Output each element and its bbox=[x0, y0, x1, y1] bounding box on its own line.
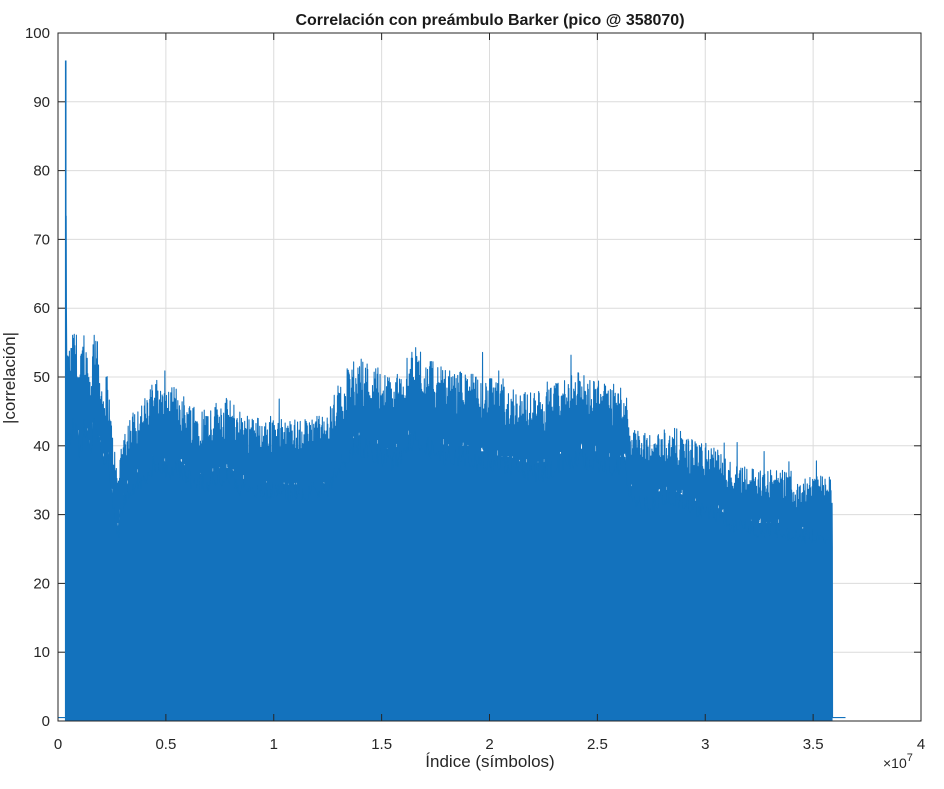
data-layer bbox=[58, 60, 846, 721]
x-tick-label: 0 bbox=[54, 736, 62, 753]
y-axis-label: |correlación| bbox=[0, 332, 19, 424]
series-fill bbox=[66, 305, 833, 721]
y-tick-label: 90 bbox=[33, 94, 50, 111]
x-axis-multiplier-base: ×10 bbox=[883, 755, 907, 771]
chart-title: Correlación con preámbulo Barker (pico @… bbox=[295, 12, 684, 29]
x-axis-multiplier: ×107 bbox=[883, 752, 913, 771]
x-tick-label: 1.5 bbox=[371, 736, 392, 753]
x-axis-label: Índice (símbolos) bbox=[425, 752, 554, 771]
y-tick-label: 10 bbox=[33, 644, 50, 661]
y-tick-label: 0 bbox=[42, 713, 50, 730]
y-tick-label: 100 bbox=[25, 25, 50, 42]
y-tick-label: 40 bbox=[33, 438, 50, 455]
y-tick-label: 70 bbox=[33, 231, 50, 248]
x-tick-label: 3 bbox=[701, 736, 709, 753]
y-tick-label: 50 bbox=[33, 369, 50, 386]
y-tick-label: 60 bbox=[33, 300, 50, 317]
x-tick-label: 0.5 bbox=[155, 736, 176, 753]
x-tick-label: 4 bbox=[917, 736, 925, 753]
x-tick-label: 1 bbox=[270, 736, 278, 753]
x-tick-label: 2 bbox=[485, 736, 493, 753]
x-tick-label: 3.5 bbox=[803, 736, 824, 753]
x-axis-multiplier-exponent: 7 bbox=[907, 752, 913, 764]
x-tick-label: 2.5 bbox=[587, 736, 608, 753]
y-tick-label: 80 bbox=[33, 163, 50, 180]
y-tick-label: 20 bbox=[33, 575, 50, 592]
series-line bbox=[58, 215, 846, 719]
y-tick-label: 30 bbox=[33, 507, 50, 524]
axes-layer bbox=[57, 32, 922, 722]
